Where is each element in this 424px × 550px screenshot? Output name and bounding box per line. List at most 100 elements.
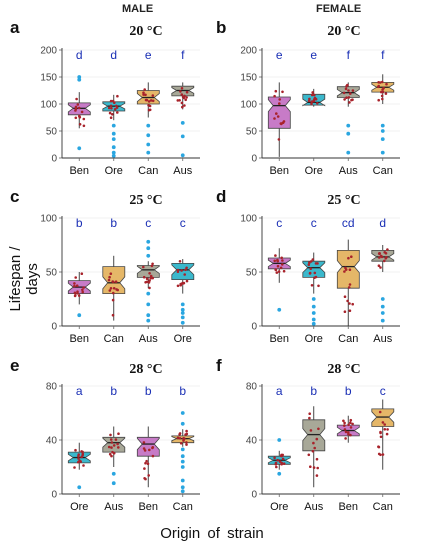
outlier-point — [180, 121, 185, 125]
outlier-point — [111, 481, 116, 486]
outlier-point — [77, 313, 82, 318]
data-point — [275, 465, 278, 469]
y-tick-label: 150 — [240, 73, 257, 84]
y-tick-label: 150 — [40, 73, 57, 84]
x-tick-label: Ben — [269, 165, 289, 177]
data-point — [148, 286, 151, 290]
x-tick-label: Can — [338, 333, 358, 345]
data-point — [111, 280, 114, 283]
data-point — [309, 429, 313, 432]
outlier-point — [146, 313, 151, 318]
x-tick-label: Aus — [373, 333, 392, 345]
data-point — [117, 432, 120, 436]
data-point — [77, 106, 81, 110]
data-point — [76, 292, 79, 295]
x-tick-label: Can — [373, 165, 393, 177]
data-point — [142, 91, 145, 94]
data-point — [111, 113, 114, 116]
data-point — [180, 93, 184, 96]
data-point — [76, 103, 80, 106]
y-tick-label: 50 — [246, 268, 258, 279]
data-point — [147, 474, 150, 477]
outlier-point — [146, 133, 151, 138]
data-point — [145, 98, 149, 102]
significance-letter: b — [76, 216, 83, 230]
data-point — [77, 453, 80, 456]
data-point — [151, 276, 154, 280]
x-tick-label: Ore — [270, 501, 288, 513]
data-point — [117, 446, 120, 449]
data-point — [185, 441, 188, 444]
y-tick-label: 0 — [251, 322, 257, 333]
outlier-point — [146, 123, 151, 128]
x-tick-label: Can — [373, 501, 393, 513]
data-point — [382, 86, 385, 90]
data-point — [149, 276, 152, 280]
outlier-point — [180, 307, 185, 312]
data-point — [351, 89, 355, 92]
significance-letter: f — [381, 48, 385, 62]
box-ore — [171, 262, 195, 281]
data-point — [381, 453, 385, 456]
outlier-point — [111, 145, 116, 150]
data-point — [351, 98, 354, 101]
data-point — [377, 452, 381, 456]
data-point — [274, 89, 278, 93]
x-tick-label: Can — [173, 501, 193, 513]
outlier-point — [146, 302, 151, 307]
y-tick-label: 0 — [51, 154, 57, 165]
y-tick-label: 50 — [46, 127, 58, 138]
x-tick-label: Aus — [139, 333, 158, 345]
data-point — [113, 108, 117, 111]
data-point — [82, 124, 86, 128]
outlier-point — [146, 150, 151, 155]
data-point — [185, 279, 189, 283]
data-point — [82, 286, 85, 289]
significance-letter: b — [179, 384, 186, 398]
data-point — [151, 446, 155, 449]
box-aus — [302, 419, 326, 452]
outlier-point — [311, 297, 316, 301]
data-point — [277, 270, 281, 273]
y-tick-label: 0 — [51, 490, 57, 501]
y-tick-label: 0 — [251, 490, 257, 501]
y-tick-label: 100 — [40, 100, 57, 111]
data-point — [109, 272, 113, 276]
outlier-point — [380, 123, 385, 128]
data-point — [107, 106, 111, 110]
data-point — [383, 259, 386, 263]
data-point — [82, 117, 86, 121]
x-tick-label: Ben — [338, 501, 358, 513]
data-point — [311, 91, 315, 94]
data-point — [343, 310, 347, 314]
significance-letter: cd — [342, 216, 355, 230]
data-point — [378, 252, 381, 256]
data-point — [143, 467, 146, 470]
data-point — [312, 441, 315, 445]
data-point — [307, 263, 311, 267]
data-point — [149, 274, 153, 278]
data-point — [315, 457, 319, 461]
x-axis-label: Origin of strain — [160, 525, 264, 542]
data-point — [346, 299, 349, 303]
panel-d-title: 25 °C — [327, 193, 361, 208]
data-point — [75, 284, 79, 288]
data-point — [178, 99, 181, 102]
data-point — [151, 262, 154, 266]
significance-letter: e — [276, 48, 283, 62]
significance-letter: a — [276, 384, 283, 398]
data-point — [310, 284, 314, 287]
data-point — [385, 432, 389, 436]
data-point — [142, 447, 146, 450]
data-point — [109, 433, 112, 437]
y-tick-label: 100 — [240, 100, 257, 111]
outlier-point — [111, 123, 116, 128]
outlier-point — [180, 465, 185, 469]
data-point — [316, 102, 319, 105]
significance-letter: a — [76, 384, 83, 398]
data-point — [308, 416, 311, 420]
data-point — [81, 450, 84, 454]
data-point — [342, 419, 345, 423]
data-point — [180, 87, 184, 90]
data-point — [273, 94, 276, 98]
